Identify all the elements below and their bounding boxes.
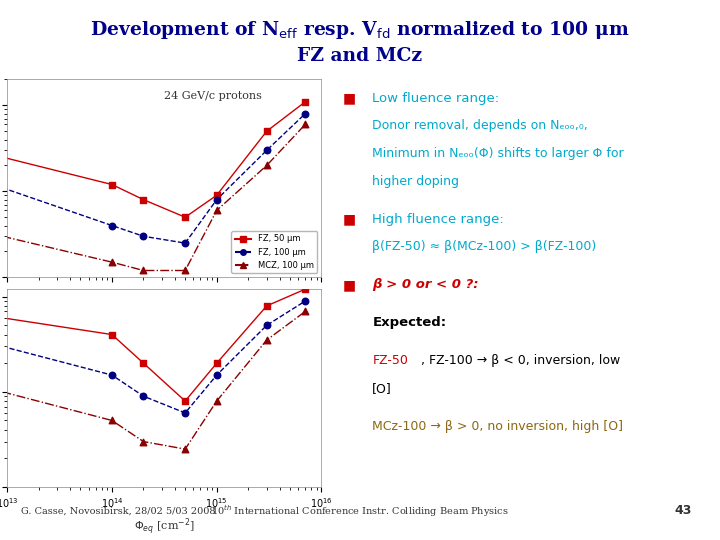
Point [106,371,117,380]
Text: higher doping: higher doping [372,175,459,188]
Point [300,98,311,106]
Point [106,330,117,339]
Point [261,336,272,345]
Point [300,285,311,293]
Point [179,409,191,417]
Point [106,180,117,189]
Text: Low fluence range:: Low fluence range: [372,92,500,105]
X-axis label: $\Phi_{eq}$ [cm$^{-2}$]: $\Phi_{eq}$ [cm$^{-2}$] [134,516,194,537]
Text: 43: 43 [674,504,692,517]
Point [106,416,117,425]
Text: 10$^{th}$ International Conference Instr. Colliding Beam Physics: 10$^{th}$ International Conference Instr… [211,503,509,519]
Legend: FZ, 50 μm, FZ, 100 μm, MCZ, 100 μm: FZ, 50 μm, FZ, 100 μm, MCZ, 100 μm [231,231,318,273]
Point [106,221,117,230]
Point [261,161,272,170]
Point [211,359,222,368]
Text: , FZ-100 → β < 0, inversion, low: , FZ-100 → β < 0, inversion, low [421,354,620,367]
Point [179,266,191,275]
Text: ■: ■ [343,92,356,106]
Text: MCz-100 → β > 0, no inversion, high [O]: MCz-100 → β > 0, no inversion, high [O] [372,420,624,433]
Text: Development of N$_{\rm eff}$ resp. V$_{\rm fd}$ normalized to 100 μm: Development of N$_{\rm eff}$ resp. V$_{\… [90,19,630,40]
Text: Expected:: Expected: [372,316,446,329]
Point [0,232,8,241]
Text: β(FZ-50) ≈ β(MCz-100) > β(FZ-100): β(FZ-50) ≈ β(MCz-100) > β(FZ-100) [372,240,597,253]
Point [211,195,222,204]
Text: Donor removal, depends on Nₑₒₒ,₀,: Donor removal, depends on Nₑₒₒ,₀, [372,119,588,132]
Point [179,213,191,221]
Point [300,110,311,118]
Text: G. Casse, Novosibirsk, 28/02 5/03 2008: G. Casse, Novosibirsk, 28/02 5/03 2008 [22,507,216,515]
Text: 24 GeV/c protons: 24 GeV/c protons [164,91,262,102]
Point [138,195,149,204]
Point [211,397,222,406]
Point [138,359,149,368]
Point [179,239,191,247]
Text: ■: ■ [343,278,356,292]
Point [211,191,222,200]
Point [0,388,8,396]
Point [261,127,272,136]
Point [300,307,311,316]
Point [0,314,8,322]
Point [0,184,8,192]
Point [138,437,149,446]
Text: [O]: [O] [372,382,392,395]
Point [261,302,272,310]
Point [300,297,311,306]
Point [0,342,8,351]
Point [300,120,311,129]
Point [138,232,149,241]
Point [211,371,222,380]
Text: ■: ■ [343,213,356,227]
Point [138,266,149,275]
Text: β > 0 or < 0 ?:: β > 0 or < 0 ?: [372,278,479,292]
Point [138,392,149,401]
Text: FZ-50: FZ-50 [372,354,408,367]
Point [211,206,222,215]
Text: High fluence range:: High fluence range: [372,213,504,226]
Point [179,445,191,454]
Text: Minimum in Nₑₒₒ(Φ) shifts to larger Φ for: Minimum in Nₑₒₒ(Φ) shifts to larger Φ fo… [372,147,624,160]
Point [179,397,191,406]
Point [261,321,272,329]
Point [261,146,272,154]
Text: FZ and MCz: FZ and MCz [297,46,423,65]
Point [106,258,117,266]
Point [0,153,8,161]
